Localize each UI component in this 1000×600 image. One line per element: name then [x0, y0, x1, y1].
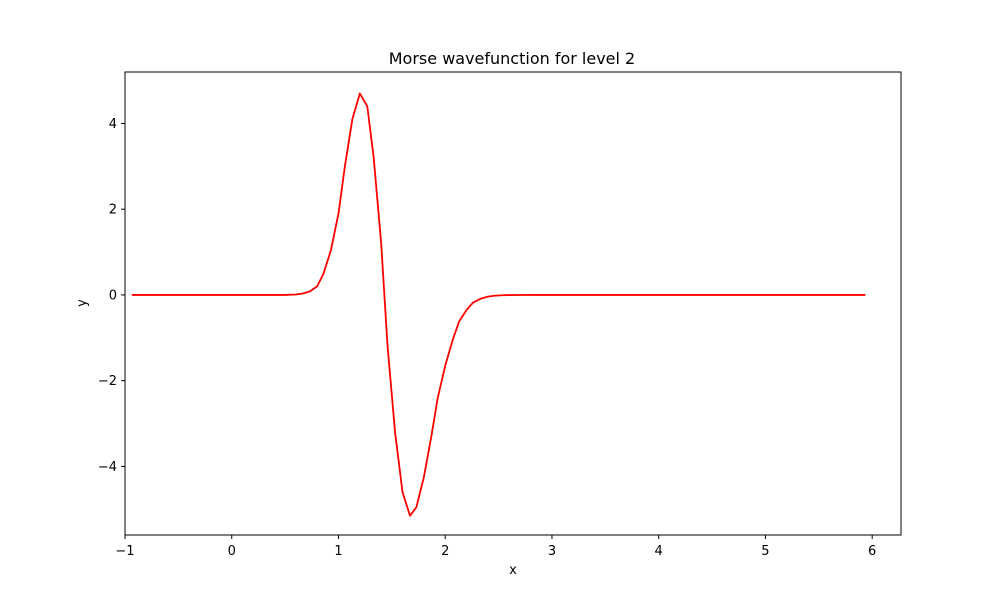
x-tick-label: 2 — [441, 544, 449, 559]
y-tick-label: −4 — [98, 460, 117, 475]
plot-frame — [124, 71, 902, 536]
x-tick-label: 4 — [655, 544, 663, 559]
y-tick-label: −2 — [98, 374, 117, 389]
x-tick-label: −1 — [115, 544, 134, 559]
x-tick-label: 5 — [761, 544, 769, 559]
y-tick-label: 4 — [109, 117, 117, 132]
y-tick-label: 2 — [109, 203, 117, 218]
y-tick-label: 0 — [109, 288, 117, 303]
x-tick-label: 3 — [548, 544, 556, 559]
plot-area — [124, 71, 902, 536]
y-axis-label: y — [75, 299, 90, 307]
x-tick-label: 6 — [868, 544, 876, 559]
x-tick-label: 0 — [228, 544, 236, 559]
y-axis-ticks: −4 −2 0 2 4 — [98, 117, 125, 475]
series-line-0 — [131, 92, 866, 517]
chart-title: Morse wavefunction for level 2 — [389, 49, 635, 68]
x-axis-label: x — [509, 563, 517, 578]
series-layer — [131, 92, 866, 517]
x-axis-ticks: −1 0 1 2 3 4 5 6 — [115, 535, 876, 559]
x-tick-label: 1 — [334, 544, 342, 559]
